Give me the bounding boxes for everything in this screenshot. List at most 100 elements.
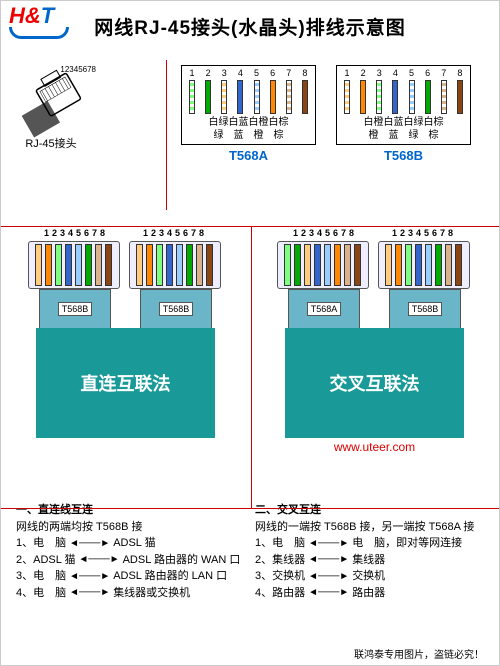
- list-item: 3、交换机◄───►交换机: [255, 568, 484, 585]
- wire: [237, 80, 243, 114]
- divider-h2: [1, 508, 499, 509]
- plug-wire: [196, 244, 203, 286]
- t568a-title: T568A: [181, 148, 316, 163]
- plug-wire: [136, 244, 143, 286]
- pin-num: 2: [356, 68, 370, 78]
- wire: [302, 80, 308, 114]
- pin-label-3: 12345678: [293, 228, 357, 238]
- bottom-right: 二、交叉互连 网线的一端按 T568B 接，另一端按 T568A 接 1、电 脑…: [250, 500, 489, 603]
- pin-num: 5: [405, 68, 419, 78]
- wire: [457, 80, 463, 114]
- plug-wire: [55, 244, 62, 286]
- wire: [376, 80, 382, 114]
- pin-label-2: 12345678: [143, 228, 207, 238]
- cross-left-plug: T568A: [277, 241, 372, 329]
- mid-section: 12345678 12345678 T568B T568B 直连互联法 1234…: [1, 220, 499, 500]
- list-item: 3、电 脑◄───►ADSL 路由器的 LAN 口: [16, 568, 245, 585]
- top-section: 12345678 RJ-45接头 12345678 白绿白蓝白橙白棕 绿 蓝 橙…: [1, 50, 499, 220]
- list-item: 4、路由器◄───►路由器: [255, 585, 484, 602]
- logo-t: T: [41, 3, 54, 28]
- t568a-block: 12345678 白绿白蓝白橙白棕 绿 蓝 橙 棕 T568A: [181, 65, 316, 163]
- pin-label-1: 12345678: [44, 228, 108, 238]
- crossover: 12345678 12345678 T568A T568B 交叉互联法 www.…: [250, 220, 499, 500]
- pin-num: 1: [340, 68, 354, 78]
- plug-wire: [405, 244, 412, 286]
- plug-wire: [156, 244, 163, 286]
- pin-num: 8: [453, 68, 467, 78]
- plug-wire: [206, 244, 213, 286]
- t568b-title: T568B: [336, 148, 471, 163]
- rj45-connector-icon: 12345678 RJ-45接头: [16, 70, 86, 151]
- straight-left-plug: T568B: [28, 241, 123, 329]
- bl-title: 一、直连线互连: [16, 502, 245, 519]
- plug-wire: [304, 244, 311, 286]
- pin-num: 4: [388, 68, 402, 78]
- list-item: 1、电 脑◄───►ADSL 猫: [16, 535, 245, 552]
- plug-wire: [425, 244, 432, 286]
- list-item: 4、电 脑◄───►集线器或交换机: [16, 585, 245, 602]
- wire: [221, 80, 227, 114]
- t568a-row2: 绿 蓝 橙 棕: [184, 129, 313, 142]
- pin-num: 5: [250, 68, 264, 78]
- plug-wire: [455, 244, 462, 286]
- cross-right-plug: T568B: [378, 241, 473, 329]
- plug-wire: [45, 244, 52, 286]
- plug-wire: [85, 244, 92, 286]
- plug-wire: [176, 244, 183, 286]
- divider-v1: [166, 60, 167, 210]
- wire: [205, 80, 211, 114]
- logo-amp: &: [25, 3, 41, 28]
- pin-num: 3: [217, 68, 231, 78]
- website-url: www.uteer.com: [260, 440, 489, 454]
- pin-num: 7: [282, 68, 296, 78]
- plug-wire: [95, 244, 102, 286]
- connector-label: RJ-45接头: [16, 135, 86, 151]
- pin-num: 3: [372, 68, 386, 78]
- wire: [409, 80, 415, 114]
- wire: [441, 80, 447, 114]
- pin-num: 4: [233, 68, 247, 78]
- pin-num: 1: [185, 68, 199, 78]
- page-title: 网线RJ-45接头(水晶头)排线示意图: [1, 1, 499, 40]
- wire: [344, 80, 350, 114]
- pin-num: 8: [298, 68, 312, 78]
- wire: [254, 80, 260, 114]
- wire: [286, 80, 292, 114]
- plug-wire: [284, 244, 291, 286]
- plug-wire: [324, 244, 331, 286]
- t568a-row1: 白绿白蓝白橙白棕: [184, 116, 313, 129]
- list-item: 1、电 脑◄───►电 脑，即对等网连接: [255, 535, 484, 552]
- sr-label: T568B: [159, 302, 194, 316]
- wire: [392, 80, 398, 114]
- plug-wire: [435, 244, 442, 286]
- list-item: 2、集线器◄───►集线器: [255, 552, 484, 569]
- plug-wire: [354, 244, 361, 286]
- plug-wire: [314, 244, 321, 286]
- straight-through: 12345678 12345678 T568B T568B 直连互联法: [1, 220, 250, 500]
- plug-wire: [105, 244, 112, 286]
- wire: [425, 80, 431, 114]
- wire: [189, 80, 195, 114]
- color-standards: 12345678 白绿白蓝白橙白棕 绿 蓝 橙 棕 T568A 12345678…: [181, 65, 471, 163]
- cl-label: T568A: [307, 302, 342, 316]
- wire: [360, 80, 366, 114]
- list-item: 2、ADSL 猫◄───►ADSL 路由器的 WAN 口: [16, 552, 245, 569]
- plug-wire: [294, 244, 301, 286]
- straight-right-plug: T568B: [129, 241, 224, 329]
- plug-wire: [186, 244, 193, 286]
- br-desc: 网线的一端按 T568B 接，另一端按 T568A 接: [255, 519, 484, 536]
- plug-wire: [75, 244, 82, 286]
- logo-h: H: [9, 3, 25, 28]
- cross-cable: 交叉互联法: [285, 328, 464, 438]
- plug-wire: [445, 244, 452, 286]
- sl-label: T568B: [58, 302, 93, 316]
- plug-wire: [334, 244, 341, 286]
- pin-label-4: 12345678: [392, 228, 456, 238]
- pin-num: 7: [437, 68, 451, 78]
- bottom-section: 一、直连线互连 网线的两端均按 T568B 接 1、电 脑◄───►ADSL 猫…: [1, 500, 499, 603]
- footer-note: 联鸿泰专用图片，盗链必究！: [354, 646, 499, 661]
- cr-label: T568B: [408, 302, 443, 316]
- pin-num: 6: [421, 68, 435, 78]
- t568b-row2: 橙 蓝 绿 棕: [339, 129, 468, 142]
- plug-wire: [146, 244, 153, 286]
